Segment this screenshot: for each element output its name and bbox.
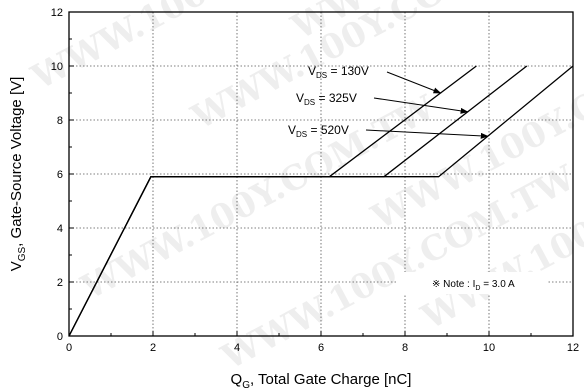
svg-text:VDS = 130V: VDS = 130V [308, 64, 369, 80]
annotation-arrow-3 [365, 129, 489, 139]
x-tick-label: 10 [483, 342, 495, 354]
annotation-layer: VDS = 130V VDS = 325V VDS = 520V [288, 64, 489, 139]
x-tick-label: 6 [318, 342, 324, 354]
y-tick-label: 0 [57, 331, 63, 343]
series-annotation-2: VDS = 325V [296, 91, 469, 114]
svg-text:VDS = 325V: VDS = 325V [296, 91, 357, 107]
x-tick-label: 0 [66, 342, 72, 354]
svg-text:VDS = 520V: VDS = 520V [288, 123, 349, 139]
y-tick-label: 10 [51, 61, 63, 73]
x-axis-title: QG, Total Gate Charge [nC] [231, 371, 412, 390]
series-annotation-3: VDS = 520V [288, 123, 489, 139]
axis-ticks: 0 2 4 6 8 10 12 0 2 4 6 8 10 12 [51, 7, 579, 354]
series-line-3 [68, 65, 574, 337]
svg-text:※ Note : ID = 3.0 A: ※ Note : ID = 3.0 A [432, 279, 515, 292]
y-tick-label: 4 [57, 223, 63, 235]
x-tick-label: 8 [402, 342, 408, 354]
y-tick-label: 12 [51, 7, 63, 19]
y-axis-title: VGS, Gate-Source Voltage [V] [8, 77, 28, 272]
annotation-arrow-1 [386, 71, 442, 94]
x-tick-label: 12 [567, 342, 579, 354]
series-layer [68, 65, 574, 337]
watermark-layer: WWW.100Y.COM.TWWWW.100Y.COM.TWWWW.100Y.C… [25, 0, 584, 378]
y-tick-label: 8 [57, 115, 63, 127]
y-tick-label: 2 [57, 277, 63, 289]
y-tick-label: 6 [57, 169, 63, 181]
x-tick-label: 4 [234, 342, 240, 354]
x-tick-label: 2 [150, 342, 156, 354]
annotation-arrow-2 [373, 97, 469, 114]
note-label: ※ Note : ID = 3.0 A [398, 272, 548, 294]
series-annotation-1: VDS = 130V [308, 64, 442, 94]
